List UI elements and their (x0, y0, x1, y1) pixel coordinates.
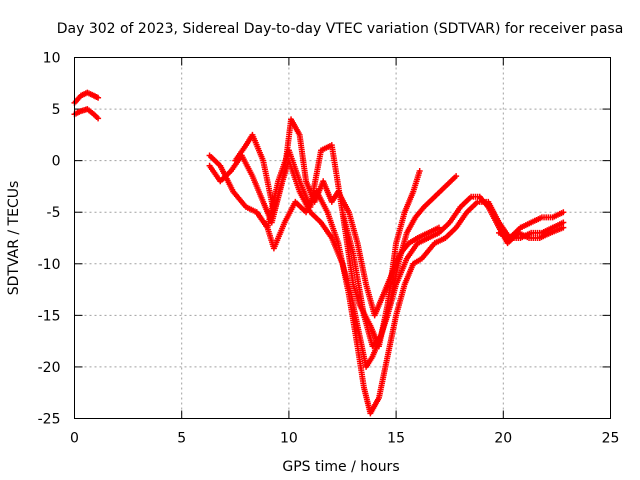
data-point (435, 224, 442, 231)
y-tick-label: -20 (38, 360, 61, 376)
y-tick-label: -5 (47, 205, 61, 221)
data-point (560, 219, 567, 226)
y-tick-label: 5 (52, 102, 61, 118)
data-point (95, 115, 102, 122)
series-0 (71, 89, 102, 106)
data-point (560, 224, 567, 231)
x-tick-label: 0 (70, 431, 79, 447)
chart-title: Day 302 of 2023, Sidereal Day-to-day VTE… (57, 21, 624, 37)
grid-lines (74, 57, 611, 419)
series-1 (71, 106, 102, 122)
series-7 (496, 209, 567, 241)
plot-frame (74, 57, 611, 419)
y-axis-label: SDTVAR / TECUs (6, 181, 22, 296)
y-tick-label: -25 (38, 412, 61, 428)
data-point (560, 209, 567, 216)
axis-ticks: 0 5 10 15 20 25 -25 -20 -15 -10 -5 0 5 10 (38, 51, 620, 447)
x-tick-label: 25 (602, 431, 620, 447)
x-tick-label: 20 (494, 431, 512, 447)
y-tick-label: 10 (43, 51, 61, 67)
x-tick-label: 15 (387, 431, 405, 447)
data-point (416, 167, 423, 174)
series-4 (232, 116, 442, 319)
series-3 (206, 152, 567, 417)
data-points (71, 89, 567, 417)
x-tick-label: 5 (177, 431, 186, 447)
x-axis-label: GPS time / hours (282, 459, 399, 475)
data-point (95, 94, 102, 101)
series-6 (339, 173, 460, 350)
y-tick-label: 0 (52, 154, 61, 170)
series-2 (206, 152, 567, 370)
x-tick-label: 10 (280, 431, 298, 447)
y-tick-label: -15 (38, 308, 61, 324)
y-tick-label: -10 (38, 257, 61, 273)
data-point (453, 173, 460, 180)
